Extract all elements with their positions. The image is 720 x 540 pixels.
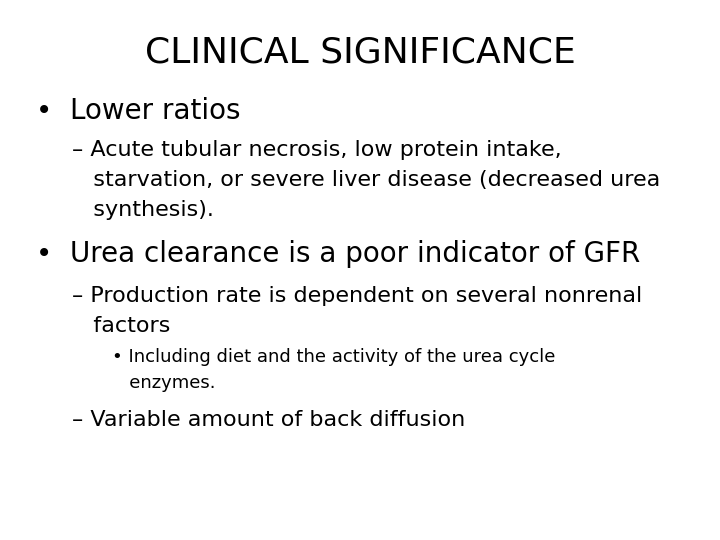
Text: synthesis).: synthesis). (72, 200, 214, 220)
Text: starvation, or severe liver disease (decreased urea: starvation, or severe liver disease (dec… (72, 170, 660, 190)
Text: – Variable amount of back diffusion: – Variable amount of back diffusion (72, 410, 465, 430)
Text: •  Lower ratios: • Lower ratios (36, 97, 240, 125)
Text: – Acute tubular necrosis, low protein intake,: – Acute tubular necrosis, low protein in… (72, 140, 562, 160)
Text: CLINICAL SIGNIFICANCE: CLINICAL SIGNIFICANCE (145, 35, 575, 69)
Text: enzymes.: enzymes. (112, 374, 215, 392)
Text: – Production rate is dependent on several nonrenal: – Production rate is dependent on severa… (72, 286, 642, 306)
Text: • Including diet and the activity of the urea cycle: • Including diet and the activity of the… (112, 348, 555, 366)
Text: •  Urea clearance is a poor indicator of GFR: • Urea clearance is a poor indicator of … (36, 240, 640, 268)
Text: factors: factors (72, 316, 171, 336)
